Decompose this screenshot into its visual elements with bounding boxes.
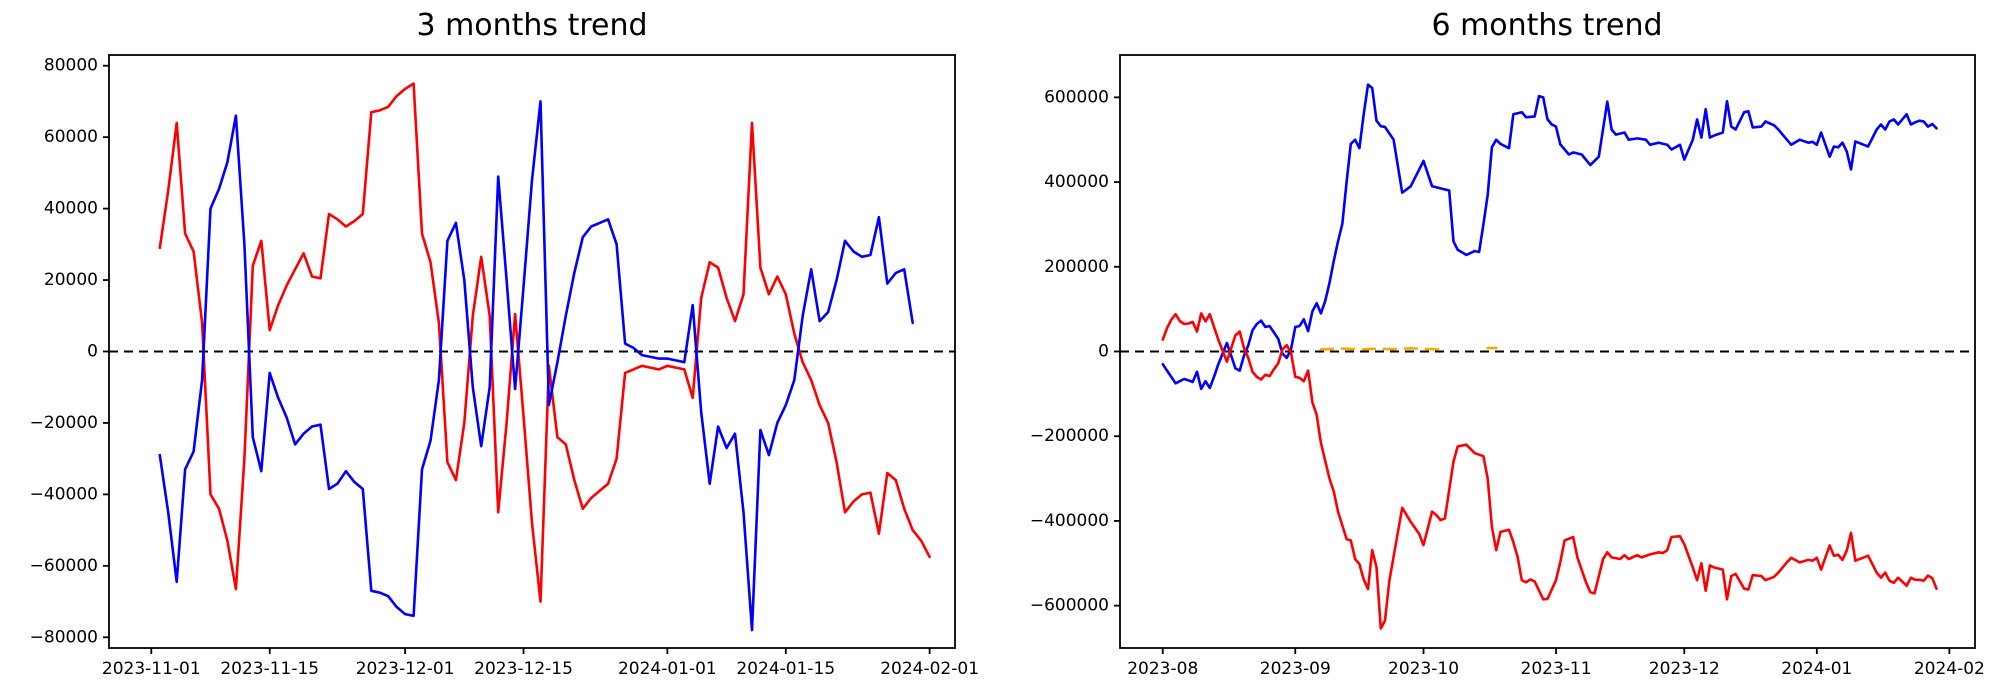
x-tick-label: 2024-02-01: [880, 659, 979, 679]
y-tick-label: −400000: [1030, 511, 1109, 531]
y-tick-label: −80000: [30, 627, 98, 647]
y-tick-label: 20000: [44, 270, 98, 290]
y-tick-label: 400000: [1044, 172, 1109, 192]
axes: 600000 400000 200000 0 −200000 −400000 −600000…: [1030, 54, 1985, 679]
x-tick-label: 2023-12-15: [474, 659, 573, 679]
y-tick-label: −40000: [30, 484, 98, 504]
right-chart-title: 6 months trend: [1431, 8, 1663, 43]
red-series: [1161, 312, 1938, 630]
x-tick-label: 2024-01-01: [618, 659, 717, 679]
y-tick-label: 600000: [1044, 87, 1109, 107]
blue-series: [158, 100, 915, 632]
y-tick-label: −200000: [1030, 426, 1109, 446]
blue-series-line: [1161, 83, 1938, 391]
x-tick-label: 2023-09: [1260, 659, 1331, 679]
x-tick-label: 2023-10: [1388, 659, 1459, 679]
x-tick-label: 2024-01: [1781, 659, 1852, 679]
axes: 80000 60000 40000 20000 0 −20000 −40000 −60000 −…: [30, 54, 979, 679]
blue-series: [1161, 83, 1938, 391]
y-tick-label: 200000: [1044, 257, 1109, 277]
y-tick-label: 0: [87, 342, 98, 362]
x-tick-label: 2023-12: [1649, 659, 1720, 679]
y-tick-label: 60000: [44, 127, 98, 147]
x-tick-label: 2024-02: [1914, 659, 1985, 679]
x-tick-label: 2023-08: [1127, 659, 1198, 679]
red-series: [158, 82, 931, 603]
orange-series-line: [1319, 346, 1442, 351]
blue-series-line: [158, 100, 915, 632]
y-tick-label: 80000: [44, 56, 98, 76]
y-tick-label: −60000: [30, 556, 98, 576]
y-tick-label: 0: [1098, 342, 1109, 362]
orange-series: [1319, 346, 1498, 351]
x-tick-label: 2023-12-01: [356, 659, 455, 679]
y-tick-label: −600000: [1030, 596, 1109, 616]
x-tick-label: 2023-11-01: [102, 659, 201, 679]
x-tick-label: 2023-11: [1521, 659, 1592, 679]
y-tick-label: 40000: [44, 199, 98, 219]
left-chart-title: 3 months trend: [416, 8, 648, 43]
red-series-line: [1161, 312, 1938, 630]
red-series-line: [158, 82, 931, 603]
x-tick-label: 2023-11-15: [220, 659, 319, 679]
x-tick-label: 2024-01-15: [736, 659, 835, 679]
y-tick-label: −20000: [30, 413, 98, 433]
